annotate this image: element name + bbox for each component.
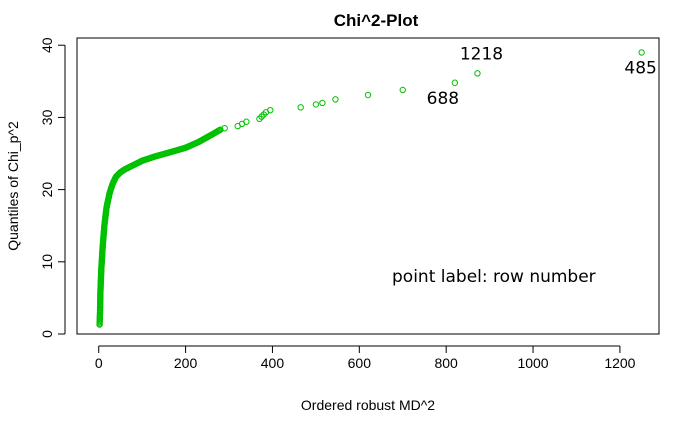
data-point <box>638 49 645 56</box>
y-axis: 0 10 20 30 40 <box>39 37 66 338</box>
chart-title: Chi^2-Plot <box>334 11 419 30</box>
data-point <box>243 118 250 125</box>
y-tick-label: 30 <box>39 109 55 125</box>
data-point <box>332 96 339 103</box>
data-point <box>297 104 304 111</box>
x-tick-label: 1200 <box>604 355 635 371</box>
plot-frame <box>76 37 660 335</box>
x-tick-label: 800 <box>434 355 458 371</box>
data-point <box>221 125 228 132</box>
x-tick-label: 600 <box>348 355 372 371</box>
y-tick-label: 10 <box>39 254 55 270</box>
y-tick-label: 40 <box>39 37 55 53</box>
point-label: 688 <box>427 89 459 109</box>
data-point <box>319 99 326 107</box>
y-tick-label: 20 <box>39 182 55 198</box>
x-tick-label: 400 <box>261 355 285 371</box>
x-tick-label: 0 <box>95 355 103 371</box>
data-point <box>399 86 406 94</box>
data-point <box>312 101 320 108</box>
data-point <box>474 70 481 77</box>
point-label: 485 <box>624 58 656 78</box>
data-point <box>451 79 459 86</box>
point-label: 1218 <box>460 44 503 64</box>
x-tick-label: 200 <box>174 355 198 371</box>
x-axis-label: Ordered robust MD^2 <box>301 397 435 413</box>
y-tick-label: 0 <box>39 330 55 338</box>
data-point <box>364 91 372 99</box>
data-point <box>217 126 224 133</box>
x-tick-label: 1000 <box>517 355 548 371</box>
y-axis-label: Quantiles of Chi_p^2 <box>5 121 21 251</box>
point-labels: 1218 688 485 <box>427 44 657 108</box>
annotation-text: point label: row number <box>392 267 596 287</box>
x-axis: 0 200 400 600 800 1000 1200 <box>95 345 636 371</box>
data-points <box>96 49 645 328</box>
data-point <box>267 107 274 114</box>
